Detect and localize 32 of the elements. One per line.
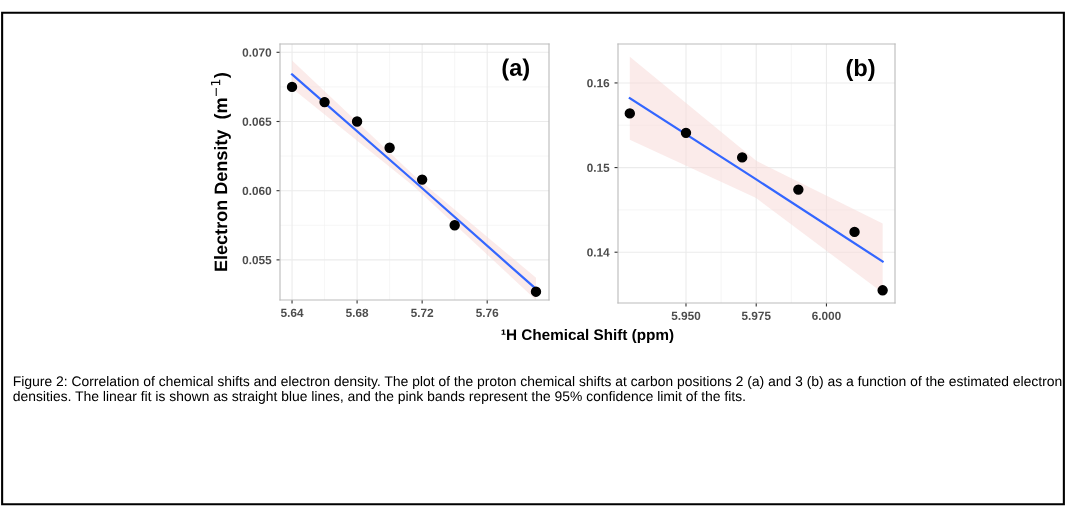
point [624,108,635,119]
point [877,285,888,296]
x-tick-label: 5.975 [741,311,771,320]
point [849,226,860,238]
annotation: (a) [502,58,529,81]
point [416,174,428,185]
x-tick-label: 5.68 [345,308,369,317]
x-tick-label: 6.000 [812,311,841,320]
point [793,184,804,195]
point [680,127,692,139]
y-axis-title: Electron Density (m$^{−1}$) [210,73,231,271]
x-axis-title: ¹H Chemical Shift (ppm) [501,328,674,344]
y-tick-label: 0.070 [242,48,272,57]
y-tick-label: 0.16 [587,78,610,88]
point [530,286,542,297]
caption: Figure 2: Correlation of chemical shifts and electron density. The plot of the proton chemical shifts at carbon positions 2 (a) and 3 (b) as a function of the estimated electron densities. The linear fit is shown as straight blue lines, and the pink bands represent the 95% confidence limit of the fits. [13,376,1062,404]
y-tick-label: 0.065 [242,117,272,126]
point [449,220,460,231]
y-tick-label: 0.060 [242,186,272,196]
y-tick-label: 0.14 [587,248,610,257]
x-tick-label: 5.76 [476,308,499,317]
x-tick-label: 5.950 [671,311,701,320]
x-tick-label: 5.72 [411,308,434,317]
point [384,142,395,153]
x-tick-label: 5.64 [280,308,304,317]
point [351,116,363,127]
annotation: (b) [846,58,875,81]
point [319,96,330,108]
point [736,152,748,163]
y-tick-label: 0.055 [242,255,272,265]
y-tick-label: 0.15 [587,163,610,172]
point [286,81,298,93]
